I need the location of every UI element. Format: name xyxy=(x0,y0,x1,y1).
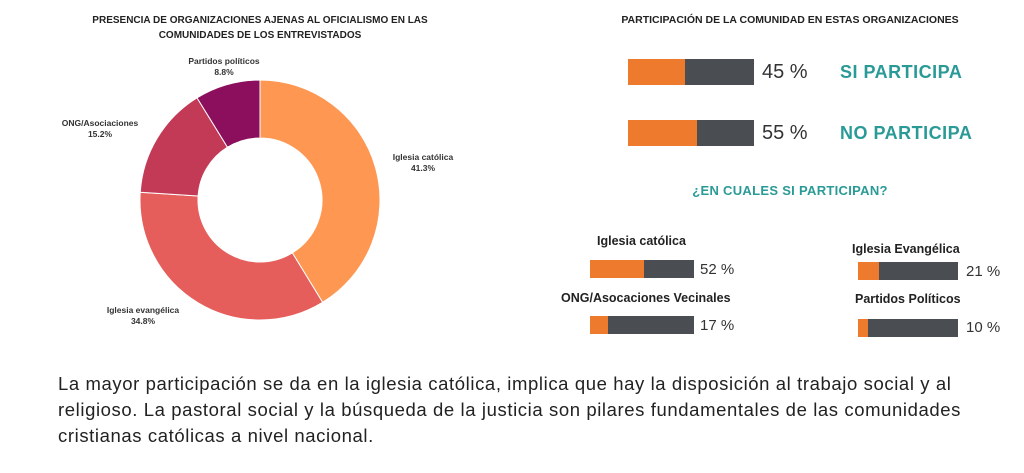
donut-chart-title: PRESENCIA DE ORGANIZACIONES AJENAS AL OF… xyxy=(40,13,480,43)
which-pct-ong: 17 % xyxy=(700,317,735,334)
donut-value-ong-asociaciones: 15.2% xyxy=(88,129,113,139)
which-bar-iglesia-catolica xyxy=(590,260,694,278)
participation-pct-si: 45 % xyxy=(762,61,808,83)
donut-value-partidos-politicos: 8.8% xyxy=(214,67,234,77)
donut-value-iglesia-evangelica: 34.8% xyxy=(131,316,156,326)
which-label-iglesia-catolica: Iglesia católica xyxy=(597,234,686,248)
which-bar-fill xyxy=(858,319,868,337)
donut-label-iglesia-catolica: Iglesia católica xyxy=(393,152,454,162)
donut-value-iglesia-catolica: 41.3% xyxy=(411,163,436,173)
which-bar-rest xyxy=(644,260,694,278)
participation-status-no: NO PARTICIPA xyxy=(840,123,973,143)
which-bar-fill xyxy=(590,316,608,334)
donut-slice-iglesia-evangelica xyxy=(139,191,324,321)
participation-bar-fill xyxy=(628,59,685,85)
summary-paragraph: La mayor participación se da en la igles… xyxy=(58,373,962,446)
which-bar-rest xyxy=(879,262,958,280)
donut-slice-partidos-politicos xyxy=(196,79,261,148)
which-pct-iglesia-evangelica: 21 % xyxy=(966,263,1001,280)
which-title: ¿EN CUALES SI PARTICIPAN? xyxy=(692,183,888,198)
participation-bar-no xyxy=(628,120,754,146)
participation-title: PARTICIPACIÓN DE LA COMUNIDAD EN ESTAS O… xyxy=(621,14,959,26)
donut-label-iglesia-evangelica: Iglesia evangélica xyxy=(107,305,180,315)
which-bar-iglesia-evangelica xyxy=(858,262,958,280)
which-bar-fill xyxy=(590,260,645,278)
donut-title-line-1: PRESENCIA DE ORGANIZACIONES AJENAS AL OF… xyxy=(92,15,428,26)
which-bar-rest xyxy=(868,319,958,337)
participation-bar-rest xyxy=(684,59,754,85)
which-bar-partidos xyxy=(858,319,958,337)
participation-bar-rest xyxy=(697,120,754,146)
participation-status-si: SI PARTICIPA xyxy=(840,62,963,82)
participation-bar-fill xyxy=(628,120,698,146)
participation-pct-no: 55 % xyxy=(762,122,808,144)
which-label-partidos: Partidos Políticos xyxy=(855,292,961,306)
which-label-ong: ONG/Asocaciones Vecinales xyxy=(561,291,731,305)
which-bar-rest xyxy=(607,316,694,334)
participation-bar-si xyxy=(628,59,754,85)
which-bar-fill xyxy=(858,262,879,280)
which-pct-iglesia-catolica: 52 % xyxy=(700,261,735,278)
donut-label-partidos-politicos: Partidos políticos xyxy=(188,56,260,66)
which-label-iglesia-evangelica: Iglesia Evangélica xyxy=(852,242,960,256)
donut-title-line-2: COMUNIDADES DE LOS ENTREVISTADOS xyxy=(158,30,362,41)
donut-label-ong-asociaciones: ONG/Asociaciones xyxy=(62,118,139,128)
which-bar-ong xyxy=(590,316,694,334)
which-pct-partidos: 10 % xyxy=(966,319,1001,336)
donut-slice-iglesia-catolica xyxy=(259,79,381,304)
